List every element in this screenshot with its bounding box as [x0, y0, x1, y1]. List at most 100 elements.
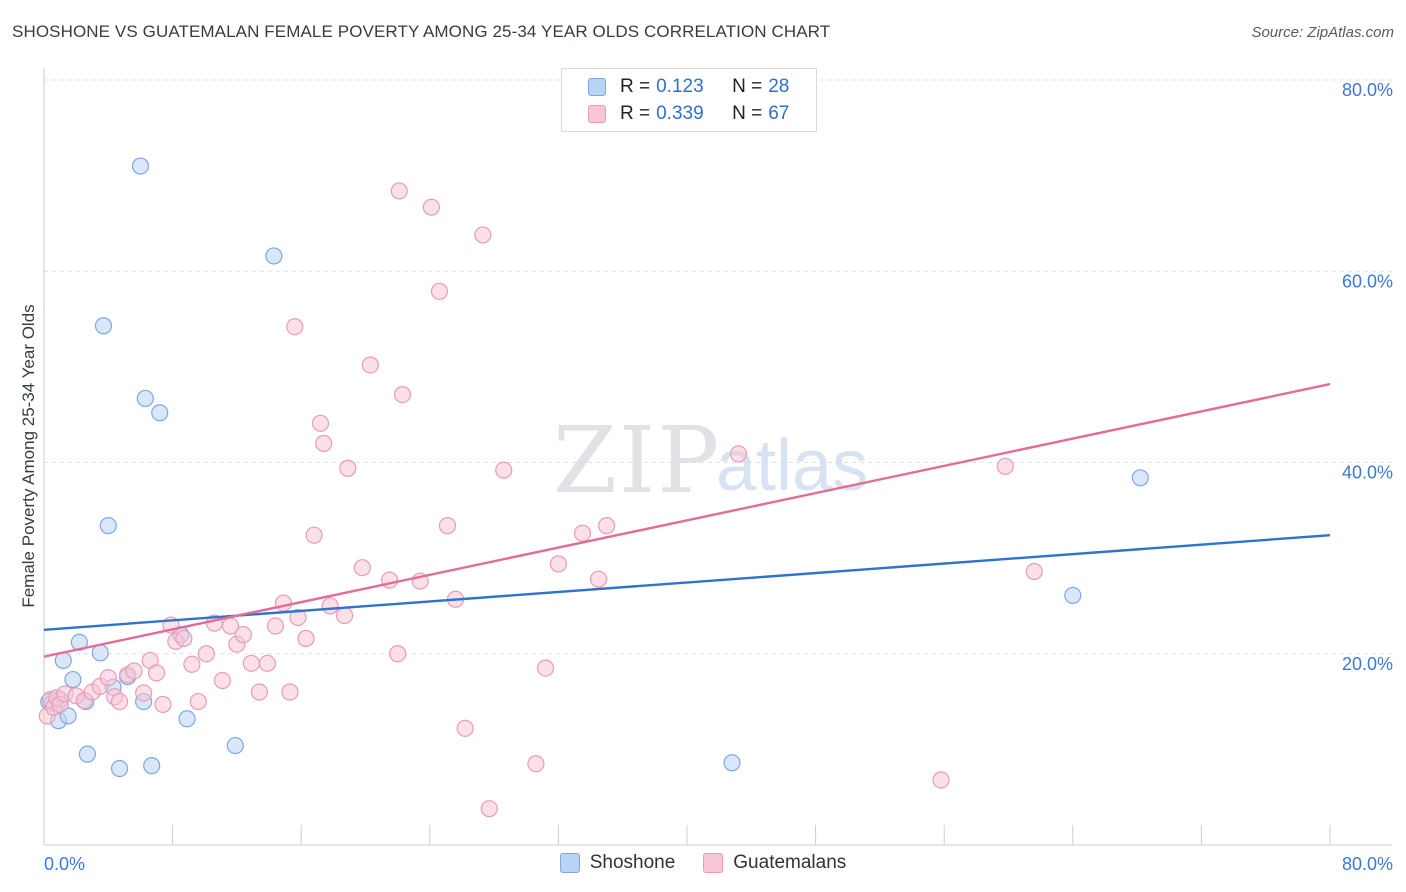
r-value: 0.339: [656, 103, 704, 124]
guatemalan-point: [189, 692, 207, 711]
points-layer: [38, 157, 1149, 818]
guatemalan-point: [281, 683, 299, 701]
guatemalan-point: [213, 671, 232, 690]
stats-row-shoshone: R = 0.123 N = 28: [588, 74, 789, 100]
guatemalan-point: [289, 608, 307, 627]
shoshone-point: [99, 517, 117, 535]
shoshone-point: [178, 710, 196, 728]
guatemalan-point: [996, 457, 1014, 475]
shoshone-trend-line: [43, 533, 1331, 632]
guatemalan-point: [480, 800, 498, 818]
guatemalan-point: [389, 645, 407, 663]
shoshone-point: [723, 754, 741, 772]
y-tick-label: 40.0%: [1342, 463, 1393, 483]
shoshone-point: [136, 389, 154, 408]
guatemalan-point: [339, 459, 357, 477]
guatemalan-trend-line: [43, 382, 1331, 658]
guatemalan-point: [390, 182, 408, 200]
legend-label-guatemalans: Guatemalans: [733, 852, 847, 873]
n-label: N =: [732, 76, 763, 97]
chart-title: SHOSHONE VS GUATEMALAN FEMALE POVERTY AM…: [12, 22, 831, 41]
shoshone-point: [131, 157, 150, 175]
watermark-atlas: atlas: [716, 426, 868, 506]
guatemalan-point: [315, 434, 333, 452]
r-label: R =: [620, 76, 651, 97]
legend-item-guatemalans[interactable]: Guatemalans: [703, 852, 846, 874]
y-tick-label: 60.0%: [1342, 271, 1393, 291]
y-axis-label: Female Poverty Among 25-34 Year Olds: [19, 304, 38, 607]
trend-layer: [43, 382, 1331, 658]
shoshone-point: [265, 247, 283, 265]
guatemalan-point: [286, 318, 304, 336]
guatemalan-point: [589, 570, 608, 588]
shoshone-swatch: [588, 78, 606, 96]
x-tick-label: 80.0%: [1342, 854, 1393, 874]
guatemalan-point: [422, 198, 441, 216]
guatemalan-point: [147, 664, 166, 682]
guatemalans-swatch: [703, 853, 724, 873]
guatemalan-point: [234, 626, 252, 644]
y-tick-label: 20.0%: [1342, 654, 1393, 674]
guatemalan-point: [527, 755, 545, 773]
guatemalan-point: [598, 517, 616, 535]
guatemalan-point: [361, 356, 379, 374]
r-label: R =: [620, 103, 651, 124]
shoshone-point: [94, 317, 113, 335]
x-tick-label: 0.0%: [44, 854, 85, 874]
guatemalan-point: [250, 683, 269, 701]
n-label: N =: [732, 103, 763, 124]
shoshone-point: [78, 745, 97, 763]
guatemalan-point: [474, 226, 492, 244]
watermark-zip: ZIP: [553, 407, 721, 514]
guatemalan-point: [183, 655, 201, 673]
stats-legend: R = 0.123 N = 28 R = 0.339 N = 67: [561, 68, 817, 132]
guatemalan-point: [266, 617, 285, 635]
n-value: 67: [768, 103, 790, 124]
guatemalans-swatch: [588, 105, 606, 123]
guatemalan-point: [297, 629, 315, 648]
guatemalan-point: [495, 461, 513, 479]
guatemalan-point: [549, 555, 568, 573]
shoshone-point: [1131, 469, 1149, 487]
guatemalan-point: [438, 517, 457, 535]
watermark: ZIP atlas: [553, 407, 868, 514]
guatemalan-point: [175, 629, 193, 648]
shoshone-point: [91, 644, 109, 662]
guatemalan-point: [311, 414, 330, 432]
source-credit: Source: ZipAtlas.com: [1251, 24, 1394, 41]
guatemalan-point: [110, 692, 129, 711]
guatemalan-point: [393, 386, 412, 404]
grid-layer: [44, 79, 1392, 655]
series-legend: Shoshone Guatemalans: [0, 852, 1406, 874]
shoshone-point: [226, 736, 244, 755]
guatemalan-point: [536, 659, 555, 677]
guatemalan-point: [305, 526, 323, 544]
guatemalan-point: [729, 445, 748, 463]
r-value: 0.123: [656, 76, 704, 97]
guatemalan-point: [456, 719, 474, 737]
guatemalan-point: [274, 594, 293, 612]
guatemalan-point: [573, 524, 592, 542]
guatemalan-point: [154, 695, 172, 714]
guatemalan-point: [125, 662, 143, 680]
guatemalan-point: [99, 669, 117, 687]
shoshone-point: [1064, 586, 1082, 605]
guatemalan-point: [197, 645, 215, 663]
shoshone-swatch: [559, 853, 580, 873]
guatemalan-point: [353, 559, 371, 577]
stats-row-guatemalans: R = 0.339 N = 67: [588, 101, 789, 127]
legend-item-shoshone[interactable]: Shoshone: [559, 852, 675, 874]
label-layer: 20.0% 40.0% 60.0% 80.0% 0.0% 80.0%: [44, 80, 1393, 874]
y-tick-label: 80.0%: [1342, 80, 1393, 100]
shoshone-point: [64, 670, 82, 689]
guatemalan-point: [1025, 562, 1043, 581]
guatemalan-point: [258, 654, 277, 672]
shoshone-point: [151, 404, 169, 422]
guatemalan-point: [242, 654, 260, 672]
axis-layer: [43, 68, 1392, 846]
shoshone-point: [110, 759, 129, 778]
shoshone-point: [143, 757, 161, 775]
guatemalan-point: [336, 606, 354, 625]
guatemalan-point: [321, 597, 339, 615]
